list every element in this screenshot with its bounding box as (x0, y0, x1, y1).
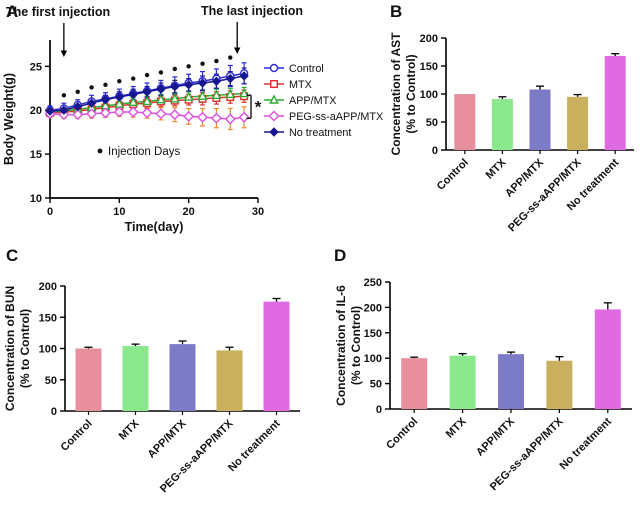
svg-text:Control: Control (435, 157, 471, 193)
svg-text:0: 0 (47, 206, 53, 218)
svg-text:APP/MTX: APP/MTX (289, 95, 336, 107)
svg-text:MTX: MTX (117, 417, 142, 442)
panel-c-label: C (6, 246, 19, 265)
svg-text:50: 50 (426, 117, 438, 129)
svg-text:PEG-ss-aAPP/MTX: PEG-ss-aAPP/MTX (289, 111, 383, 123)
svg-text:20: 20 (30, 105, 42, 117)
svg-text:*: * (255, 98, 262, 117)
svg-text:0: 0 (51, 406, 57, 418)
svg-text:No treatment: No treatment (289, 127, 351, 139)
svg-text:PEG-ss-aAPP/MTX: PEG-ss-aAPP/MTX (506, 156, 584, 234)
svg-text:100: 100 (364, 353, 382, 365)
svg-text:200: 200 (39, 281, 57, 293)
svg-text:15: 15 (30, 149, 42, 161)
panel-a-label: A (6, 2, 19, 21)
svg-text:The first injection: The first injection (6, 5, 110, 19)
svg-text:20: 20 (183, 206, 195, 218)
ast-bar-chart: 0 50 100 150 200 Concentration of AST (% to Co… (389, 32, 634, 234)
svg-text:50: 50 (370, 379, 382, 391)
svg-text:APP/MTX: APP/MTX (474, 415, 518, 459)
svg-text:MTX: MTX (444, 415, 469, 440)
svg-text:MTX: MTX (484, 156, 509, 181)
il6-bar-chart: 0 50 100 150 200 250 Concentration of IL-6 (% t… (334, 277, 632, 493)
panel-d-label: D (334, 246, 347, 265)
svg-text:150: 150 (364, 328, 382, 340)
svg-text:The last injection: The last injection (201, 4, 303, 18)
svg-text:(% to Control): (% to Control) (18, 309, 32, 388)
svg-text:25: 25 (30, 61, 42, 73)
svg-text:Control: Control (289, 63, 324, 75)
body-weight-line-chart: 0 10 20 30 10 15 20 25 Time(day) Body Weight(g) Th… (2, 4, 383, 234)
svg-text:200: 200 (420, 33, 438, 45)
svg-text:Concentration of BUN: Concentration of BUN (3, 286, 17, 411)
svg-text:Concentration of IL-6: Concentration of IL-6 (334, 285, 348, 406)
svg-text:Injection Days: Injection Days (108, 146, 180, 158)
svg-text:100: 100 (39, 344, 57, 356)
svg-text:10: 10 (113, 206, 125, 218)
svg-text:0: 0 (432, 145, 438, 157)
svg-text:200: 200 (364, 302, 382, 314)
svg-text:Body Weight(g): Body Weight(g) (2, 73, 16, 165)
svg-text:(% to Control): (% to Control) (404, 54, 418, 133)
svg-text:Control: Control (58, 418, 94, 454)
svg-text:10: 10 (30, 193, 42, 205)
svg-text:30: 30 (252, 206, 264, 218)
panel-b-label: B (390, 2, 403, 21)
svg-text:0: 0 (376, 404, 382, 416)
svg-text:Time(day): Time(day) (125, 220, 184, 234)
svg-text:150: 150 (420, 61, 438, 73)
svg-text:100: 100 (420, 89, 438, 101)
svg-text:MTX: MTX (289, 79, 312, 91)
svg-text:No treatment: No treatment (557, 415, 614, 472)
bun-bar-chart: 0 50 100 150 200 Concentration of BUN (% to Co… (3, 281, 300, 495)
svg-text:APP/MTX: APP/MTX (146, 417, 190, 461)
svg-text:Concentration of AST: Concentration of AST (389, 32, 403, 156)
svg-text:150: 150 (39, 312, 57, 324)
svg-text:250: 250 (364, 277, 382, 289)
svg-text:50: 50 (45, 375, 57, 387)
svg-text:Control: Control (384, 416, 420, 452)
svg-text:(% to Control): (% to Control) (349, 306, 363, 385)
